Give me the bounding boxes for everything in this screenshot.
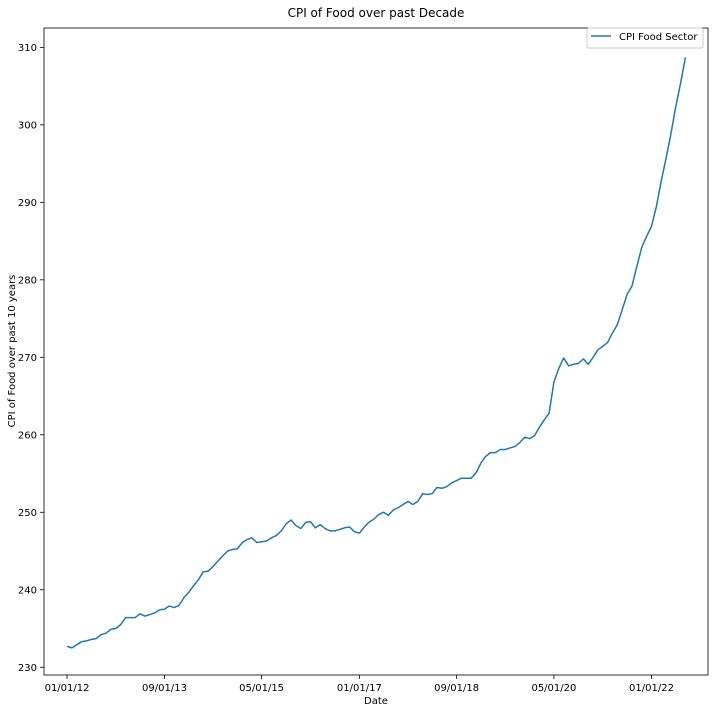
series-line-cpi-food-sector (66, 57, 687, 649)
y-tick-label: 270 (18, 353, 37, 364)
x-tick-label: 09/01/18 (434, 683, 479, 694)
y-axis-ticks: 230 240 250 260 270 280 290 300 310 (18, 43, 44, 674)
y-tick-label: 240 (18, 585, 37, 596)
x-tick-label: 01/01/17 (337, 683, 382, 694)
chart-title: CPI of Food over past Decade (288, 6, 465, 20)
x-tick-label: 05/01/20 (531, 683, 576, 694)
x-tick-label: 01/01/12 (45, 683, 90, 694)
legend-label-cpi-food-sector: CPI Food Sector (619, 32, 698, 43)
axes-frame (43, 27, 709, 676)
y-tick-label: 300 (18, 120, 37, 131)
y-tick-label: 310 (18, 43, 37, 54)
plot-area: 01/01/12 09/01/13 05/01/15 01/01/17 09/01/18… (18, 27, 709, 694)
y-tick-label: 230 (18, 663, 37, 674)
x-axis-ticks: 01/01/12 09/01/13 05/01/15 01/01/17 09/01/18… (45, 675, 674, 694)
y-tick-label: 250 (18, 508, 37, 519)
y-tick-label: 290 (18, 198, 37, 209)
x-tick-label: 09/01/13 (142, 683, 187, 694)
x-tick-label: 05/01/15 (239, 683, 284, 694)
axes-background (44, 28, 708, 675)
x-tick-label: 01/01/22 (629, 683, 674, 694)
legend: CPI Food Sector (586, 27, 704, 49)
y-axis-label: CPI of Food over past 10 years (7, 275, 18, 428)
y-tick-label: 260 (18, 430, 37, 441)
legend-box (586, 27, 704, 49)
x-axis-label: Date (364, 696, 388, 707)
y-tick-label: 280 (18, 275, 37, 286)
